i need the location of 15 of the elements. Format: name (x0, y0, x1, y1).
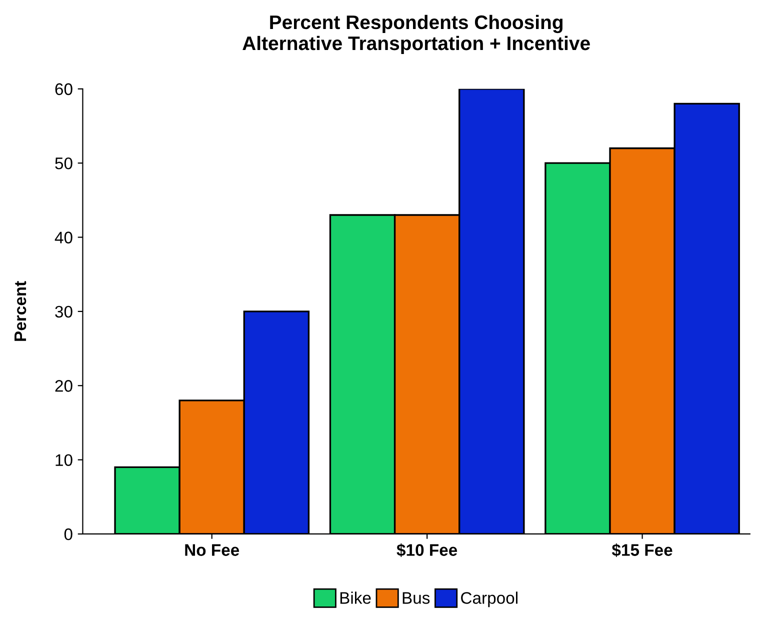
legend-label: Bus (402, 592, 430, 604)
y-tick-label: 0 (64, 528, 72, 540)
y-tick-label: 50 (55, 157, 72, 170)
y-tick-label: 60 (55, 83, 72, 96)
chart-title: Percent Respondents Choosing Alternative Transportation + Incentive (242, 14, 590, 54)
legend-label: Bike (340, 592, 371, 604)
y-tick-label: 40 (54, 232, 72, 244)
x-tick-label: $10 Fee (396, 543, 458, 558)
y-tick-label: 20 (55, 380, 72, 392)
x-tick-label: $15 Fee (612, 543, 672, 558)
y-axis-title: Percent (14, 281, 26, 341)
x-tick-label: No Fee (185, 544, 240, 556)
legend-label: Carpool (461, 592, 518, 608)
y-tick-label: 30 (55, 306, 72, 318)
y-tick-label: 10 (56, 454, 72, 466)
